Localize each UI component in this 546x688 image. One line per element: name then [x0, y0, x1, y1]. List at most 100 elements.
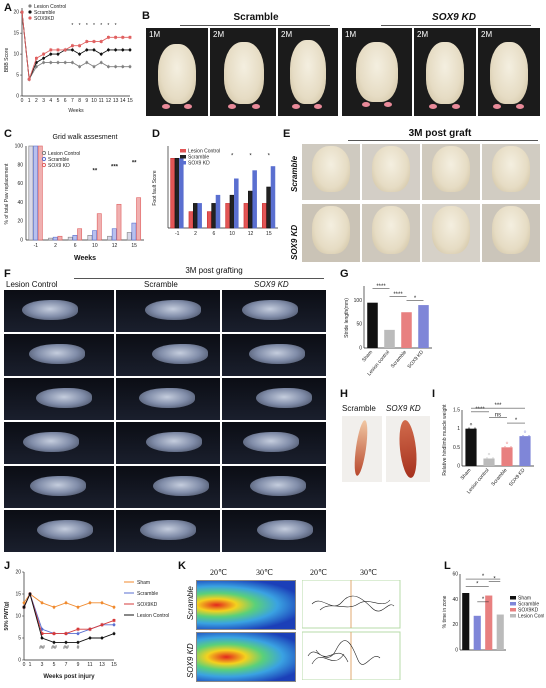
x-tick-label: 15 [266, 231, 272, 237]
panel-h-photos: Scramble SOX9 KD [340, 404, 432, 484]
bar-sox9-kd [136, 197, 142, 241]
chart-title: Grid walk assesment [53, 134, 118, 141]
photo-scramble-2m-b: 2M [278, 28, 338, 116]
x-tick-label: 15 [127, 98, 133, 104]
significance-mark: * [115, 23, 117, 29]
mouse-silhouette [249, 344, 305, 364]
significance-mark: * [71, 23, 73, 29]
legend-label: Lesion Control [34, 4, 66, 10]
legend-marker [28, 16, 32, 20]
bar-scramble [266, 186, 271, 229]
significance-mark: * [493, 577, 496, 583]
legend-label: Scramble [188, 155, 209, 161]
x-tick-label: 7 [65, 662, 68, 668]
significance-mark: * [268, 153, 271, 159]
bar-lesion-control [126, 232, 132, 241]
scatter-point [523, 430, 527, 433]
bar-lesion-control [67, 236, 73, 241]
y-tick-label: 60 [452, 572, 458, 578]
bar-sham [367, 302, 378, 348]
legend-label: Scramble [518, 601, 539, 607]
bar-lesion-control [261, 203, 267, 229]
scatter-point [469, 423, 473, 426]
y-tick-label: 0 [16, 94, 19, 100]
x-tick-label: -1 [34, 243, 39, 249]
bar-sox9-kd [96, 213, 102, 241]
x-tick-label: 9 [85, 98, 88, 104]
photo-scramble-1m: 1M [146, 28, 208, 116]
legend-marker [180, 149, 186, 153]
bar-scramble [193, 203, 198, 229]
photo-e-7 [422, 204, 480, 262]
panel-e-row2-label: SOX9 KD [290, 224, 299, 260]
significance-mark: * [79, 23, 81, 29]
y-tick-label: 5 [18, 636, 21, 642]
x-tick-label: Sham [460, 467, 473, 481]
y-tick-label: 0 [18, 658, 21, 664]
photo-scramble-2m-a: 2M [210, 28, 276, 116]
x-tick-label: 3 [42, 98, 45, 104]
x-tick-label: 4 [49, 98, 52, 104]
x-tick-label: 2 [54, 243, 57, 249]
footprint-cell [116, 290, 220, 332]
y-tick-label: 1.5 [453, 408, 460, 414]
bar-sox9-kd [418, 305, 429, 348]
muscle-scramble [342, 416, 382, 482]
mouse-silhouette [139, 388, 195, 408]
y-tick-label: 10 [15, 614, 21, 620]
x-tick-label: 14 [120, 98, 126, 104]
scatter-point [467, 427, 471, 430]
mouse-silhouette [30, 476, 86, 496]
bar-sox9-kd [57, 235, 63, 241]
y-tick-label: 1 [457, 426, 460, 432]
legend-marker [180, 161, 186, 165]
photo-sox9kd-2m-a: 2M [414, 28, 476, 116]
panel-label-a: A [4, 2, 12, 14]
footprint-cell [222, 510, 326, 552]
bar-sham [465, 428, 477, 466]
footprint-cell [116, 334, 220, 376]
mouse-silhouette [140, 520, 196, 540]
panel-label-d: D [152, 128, 160, 140]
panel-label-b: B [142, 10, 150, 22]
legend-marker [510, 602, 516, 606]
y-tick-label: 20 [17, 219, 23, 225]
y-tick-label: 5 [16, 73, 19, 79]
chart-c: -1 2 6 10 12 15 0 20 40 60 80 100 Grid walk assesmen… [4, 134, 144, 262]
mouse-silhouette [153, 476, 209, 496]
photo-e-5 [302, 204, 360, 262]
panel-f-heading: 3M post grafting [185, 266, 243, 275]
footprint-cell [4, 290, 114, 332]
footprint-cell [4, 334, 114, 376]
panel-f-col-lesion: Lesion Control [6, 280, 58, 289]
k-temp-1: 20℃ [210, 568, 227, 577]
bar-sox9-kd [197, 203, 202, 229]
x-tick-label: 3 [41, 662, 44, 668]
legend-label: Scramble [48, 157, 69, 163]
x-tick-label: 15 [131, 243, 137, 249]
k-temp-4: 30℃ [360, 568, 377, 577]
scatter-point [489, 461, 493, 465]
legend-marker [180, 155, 186, 159]
x-axis-label: Weeks [68, 108, 84, 114]
k-temp-3: 20℃ [310, 568, 327, 577]
bar-sox9kd [485, 595, 493, 650]
legend-label: Lesion Control [518, 613, 544, 619]
legend-label: Lesion Control [188, 149, 220, 155]
legend-marker [28, 4, 32, 8]
panel-label-g: G [340, 268, 349, 280]
sox9kd-heading: SOX9 KD [432, 12, 476, 23]
legend-marker [41, 156, 47, 162]
scatter-point [471, 432, 475, 435]
panel-h-sox9kd-label: SOX9 KD [386, 404, 421, 413]
scatter-point [509, 446, 513, 449]
significance-mark: *** [111, 164, 119, 170]
significance-mark: * [249, 153, 252, 159]
significance-mark: ** [132, 160, 137, 166]
significance-mark: * [231, 153, 234, 159]
heatmap-sox9kd [196, 632, 296, 682]
x-tick-label: Scramble [390, 349, 408, 369]
legend-marker [28, 10, 32, 14]
x-tick-label: Sham [361, 349, 374, 363]
